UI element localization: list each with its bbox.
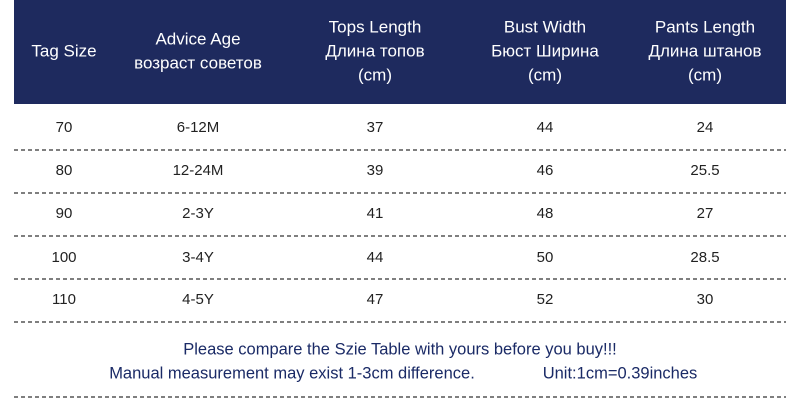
- table-cell: 4-5Y: [182, 291, 214, 308]
- header-text: Pants Length: [655, 17, 755, 36]
- footer-note: Please compare the Szie Table with yours…: [183, 340, 617, 358]
- header-band: [14, 0, 786, 104]
- footer-note: Manual measurement may exist 1-3cm diffe…: [109, 364, 475, 382]
- table-cell: 44: [537, 119, 554, 136]
- table-cell: 100: [51, 249, 76, 266]
- table-cell: 80: [56, 162, 73, 179]
- table-cell: 28.5: [690, 249, 719, 266]
- table-cell: 44: [367, 249, 384, 266]
- header-text: Длина штанов: [648, 41, 761, 60]
- table-cell: 2-3Y: [182, 205, 214, 222]
- table-cell: 52: [537, 291, 554, 308]
- footer-unit: Unit:1cm=0.39inches: [543, 364, 698, 382]
- header-text: (cm): [528, 65, 562, 84]
- header-text: Advice Age: [155, 29, 240, 48]
- table-cell: 50: [537, 249, 554, 266]
- header-text: Bust Width: [504, 17, 586, 36]
- table-cell: 47: [367, 291, 384, 308]
- table-cell: 48: [537, 205, 554, 222]
- header-text: Tops Length: [329, 17, 422, 36]
- table-cell: 70: [56, 119, 73, 136]
- table-cell: 90: [56, 205, 73, 222]
- header-text: (cm): [688, 65, 722, 84]
- table-cell: 30: [697, 291, 714, 308]
- table-cell: 24: [697, 119, 714, 136]
- header-text: возраст советов: [134, 53, 262, 72]
- table-cell: 110: [52, 291, 76, 308]
- table-cell: 27: [697, 205, 714, 222]
- table-cell: 6-12M: [177, 119, 220, 136]
- header-text: Бюст Ширина: [491, 41, 599, 60]
- table-cell: 3-4Y: [182, 249, 214, 266]
- table-cell: 25.5: [690, 162, 719, 179]
- table-cell: 39: [367, 162, 384, 179]
- header-text: Длина топов: [325, 41, 424, 60]
- header-text: Tag Size: [31, 41, 96, 60]
- header-text: (cm): [358, 65, 392, 84]
- table-cell: 12-24M: [173, 162, 224, 179]
- table-cell: 46: [537, 162, 554, 179]
- table-cell: 37: [367, 119, 384, 136]
- table-cell: 41: [367, 205, 384, 222]
